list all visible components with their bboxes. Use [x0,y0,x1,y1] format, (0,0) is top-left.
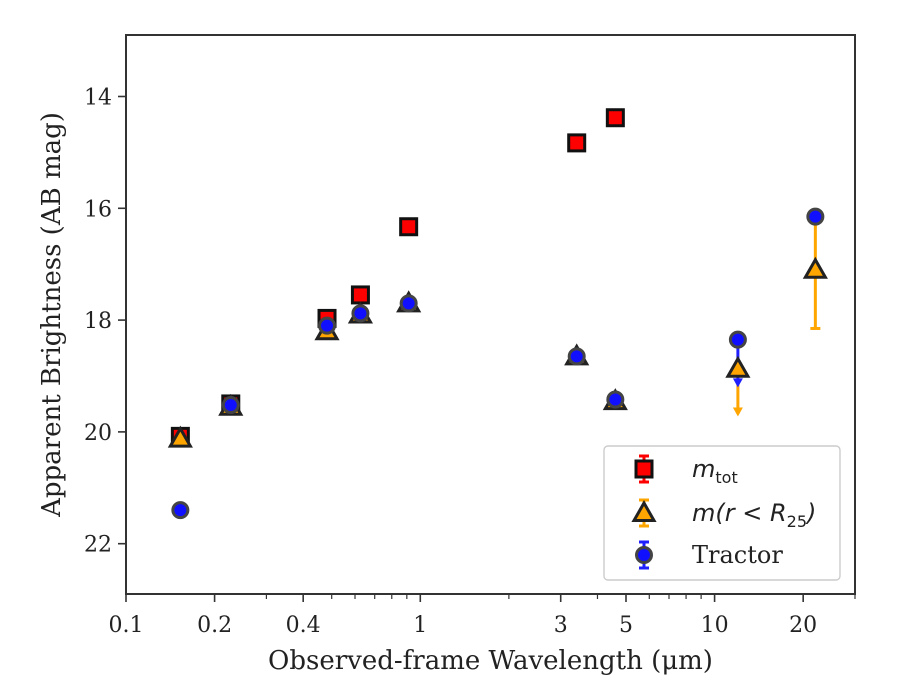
legend-marker-circle [635,546,653,564]
y-axis: 14 16 18 20 22 [84,85,126,558]
data-point-triangle [802,256,828,279]
legend-marker-triangle [631,499,657,522]
data-point-triangle [725,355,751,378]
x-axis-label: Observed-frame Wavelength (μm) [268,646,713,676]
upper-limit-arrow [732,378,743,388]
data-point-circle [606,390,625,409]
plot-frame [125,34,856,595]
legend-label: mtot [692,455,738,487]
y-tick-label: 18 [84,309,112,334]
y-tick-label: 14 [84,85,112,110]
y-tick-label: 22 [84,533,112,558]
data-point-circle [171,501,190,520]
x-tick-label: 5 [619,613,633,638]
x-axis: 0.1 0.2 0.4 1 3 5 10 20 [109,594,856,638]
data-point-square [350,285,370,305]
legend: mtot m(r < R25) Tractor [603,445,841,581]
data-point-square [567,133,587,153]
data-point-circle [399,294,418,313]
x-tick-label: 1 [413,613,427,638]
x-tick-label: 20 [789,613,817,638]
legend-box [603,445,841,581]
x-tick-label: 0.2 [197,613,232,638]
upper-limit-arrow [732,407,743,417]
data-point-square [399,217,419,237]
data-point-circle [567,347,586,366]
legend-label: m(r < R25) [692,499,816,531]
data-point-circle [806,207,825,226]
x-tick-label: 3 [554,613,568,638]
legend-label: Tractor [692,541,783,569]
data-point-circle [728,330,747,349]
x-tick-label: 0.1 [109,613,144,638]
x-tick-label: 0.4 [286,613,321,638]
data-point-square [605,108,625,128]
data-point-circle [318,316,337,335]
y-axis-label: Apparent Brightness (AB mag) [37,112,67,518]
legend-marker-square [634,459,654,479]
chart-marks [167,108,828,520]
y-tick-label: 16 [84,197,112,222]
data-point-circle [221,396,240,415]
data-point-triangle [167,425,193,448]
data-point-circle [351,304,370,323]
y-tick-label: 20 [84,421,112,446]
x-tick-label: 10 [701,613,729,638]
